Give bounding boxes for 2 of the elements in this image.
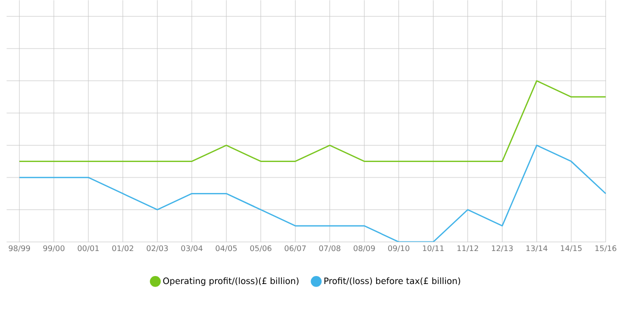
legend-label: Operating profit/(loss)(£ billion)	[163, 278, 298, 286]
legend-label: Profit/(loss) before tax(£ billion)	[324, 278, 460, 286]
